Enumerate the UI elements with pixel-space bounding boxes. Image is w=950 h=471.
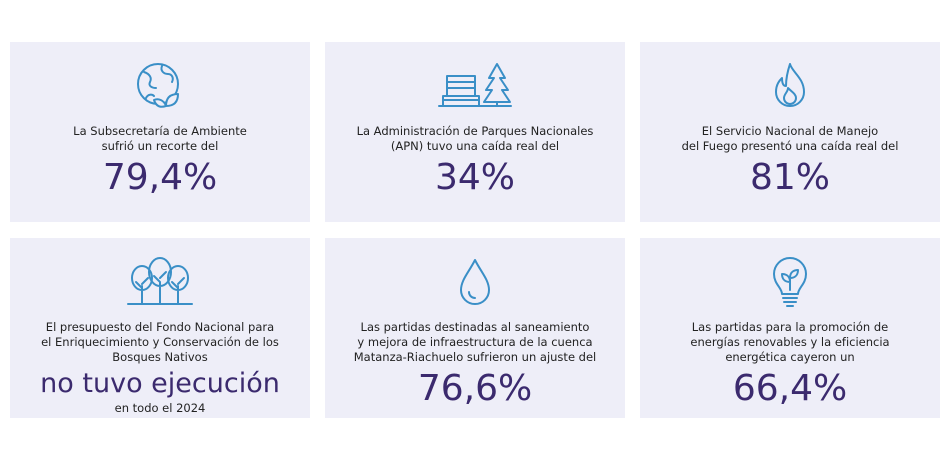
text-line: Las partidas para la promoción de	[691, 320, 889, 334]
stat-value: 34%	[434, 157, 515, 198]
stat-card: Las partidas para la promoción de energí…	[640, 238, 940, 418]
description: Las partidas destinadas al saneamiento y…	[354, 320, 597, 365]
note: en todo el 2024	[114, 401, 206, 415]
stat-card: La Administración de Parques Nacionales …	[325, 42, 625, 222]
park-icon	[438, 63, 512, 107]
description: La Administración de Parques Nacionales …	[357, 124, 594, 154]
text-line: Las partidas destinadas al saneamiento	[360, 320, 590, 334]
text-line: sufrió un recorte del	[101, 139, 219, 153]
text-line: Matanza-Riachuelo sufrieron un ajuste de…	[353, 350, 597, 364]
text-line: La Subsecretaría de Ambiente	[73, 124, 247, 138]
description: El presupuesto del Fondo Nacional para e…	[41, 320, 279, 365]
drop-icon	[460, 259, 490, 305]
description: El Servicio Nacional de Manejo del Fuego…	[682, 124, 899, 154]
stat-card: El Servicio Nacional de Manejo del Fuego…	[640, 42, 940, 222]
forest-icon	[127, 257, 193, 305]
stat-value: no tuvo ejecución	[40, 368, 280, 399]
text-line: El presupuesto del Fondo Nacional para	[45, 320, 275, 334]
stat-value: 66,4%	[732, 368, 848, 409]
text-line: y mejora de infraestructura de la cuenca	[357, 335, 593, 349]
text-line: energética cayeron un	[725, 350, 855, 364]
text-line: (APN) tuvo una caída real del	[390, 139, 560, 153]
globe-icon	[137, 63, 179, 108]
stat-card: Las partidas destinadas al saneamiento y…	[325, 238, 625, 418]
text-line: energías renovables y la eficiencia	[690, 335, 890, 349]
text-line: La Administración de Parques Nacionales	[356, 124, 594, 138]
text-line: Bosques Nativos	[112, 350, 208, 364]
fire-icon	[775, 63, 805, 107]
stat-value: 79,4%	[102, 157, 218, 198]
stat-value: 76,6%	[417, 368, 533, 409]
text-line: del Fuego presentó una caída real del	[681, 139, 899, 153]
stat-card: La Subsecretaría de Ambiente sufrió un r…	[10, 42, 310, 222]
text-line: El Servicio Nacional de Manejo	[701, 124, 879, 138]
bulb-icon	[773, 257, 807, 307]
description: La Subsecretaría de Ambiente sufrió un r…	[73, 124, 247, 154]
text-line: el Enriquecimiento y Conservación de los	[41, 335, 279, 349]
description: Las partidas para la promoción de energí…	[690, 320, 889, 365]
stat-value: 81%	[749, 157, 830, 198]
stat-card: El presupuesto del Fondo Nacional para e…	[10, 238, 310, 418]
